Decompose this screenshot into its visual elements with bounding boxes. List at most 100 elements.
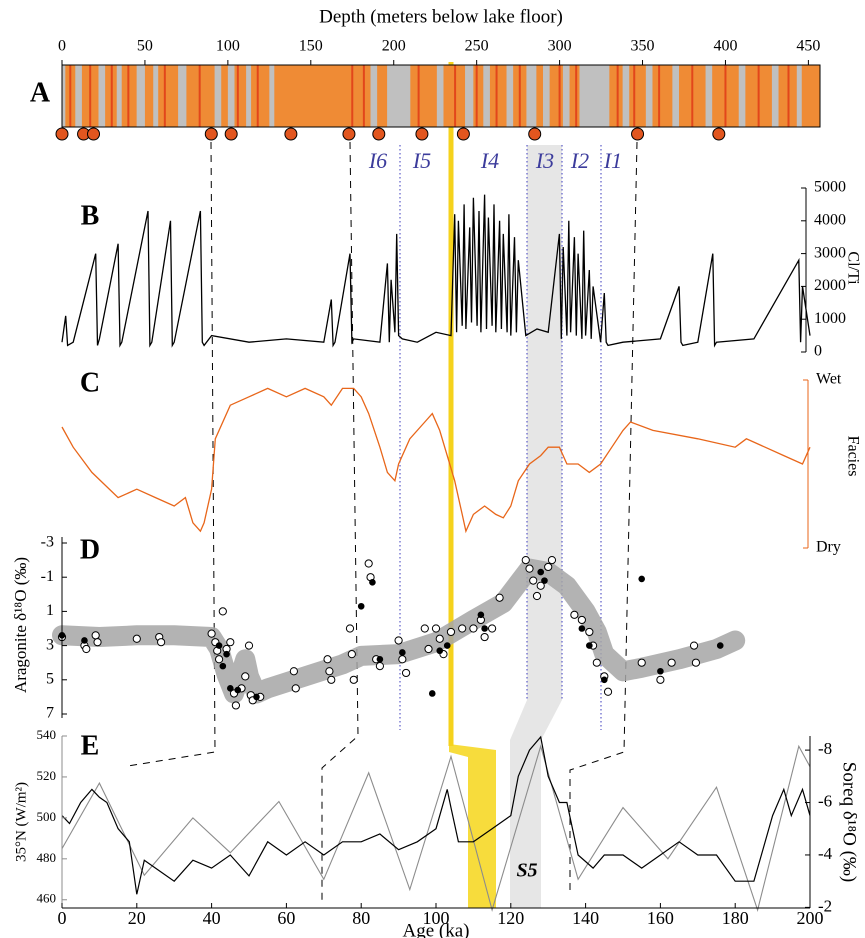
x-tick-label: 450	[796, 38, 820, 55]
point	[656, 675, 665, 684]
point	[667, 658, 676, 667]
x-tick-label: 100	[423, 908, 450, 928]
point	[420, 624, 429, 633]
y-tick-label: -3	[41, 534, 54, 551]
point	[364, 559, 373, 568]
x-tick-label: 150	[299, 38, 323, 55]
point	[657, 667, 664, 675]
sample	[342, 127, 356, 141]
point	[424, 644, 433, 654]
x-tick-label: 400	[713, 38, 737, 55]
gray-interval	[153, 65, 159, 127]
x-tick-label: 0	[58, 908, 67, 928]
interval-label: I1	[603, 148, 622, 173]
y-axis-title: Facies	[844, 436, 861, 477]
point	[157, 638, 166, 647]
data-line	[61, 387, 811, 534]
gray-interval	[246, 65, 252, 127]
point	[398, 655, 407, 664]
point	[215, 642, 223, 649]
data-line	[61, 194, 811, 348]
y-tick-label: 3	[46, 636, 54, 653]
y2-tick-label: -4	[818, 844, 833, 863]
data-line	[61, 735, 811, 895]
y2-tick-label: -8	[818, 739, 832, 758]
x-tick-label: 40	[203, 908, 221, 928]
point	[349, 675, 358, 684]
gray-interval	[75, 65, 82, 127]
point	[446, 627, 456, 637]
y-axis-title: 35°N (W/m²)	[13, 782, 29, 862]
sample	[631, 127, 645, 141]
point	[435, 634, 444, 643]
gray-interval	[136, 65, 145, 127]
point	[253, 693, 260, 701]
point	[577, 615, 586, 625]
gray-interval	[506, 65, 514, 127]
gray-interval	[672, 65, 680, 127]
x-tick-label: 250	[465, 38, 489, 55]
gray-interval	[645, 65, 653, 127]
y-tick-label: 1000	[814, 310, 846, 327]
y-tick-label: 540	[37, 727, 57, 742]
point	[637, 658, 646, 667]
sample	[456, 127, 470, 141]
point	[376, 655, 384, 663]
gray-interval	[771, 65, 779, 127]
gray-interval	[116, 65, 122, 127]
y-tick-label: 5000	[814, 179, 846, 196]
x-tick-label: 50	[137, 38, 153, 55]
point	[443, 642, 451, 649]
point	[532, 591, 542, 601]
interval-boundaries	[399, 145, 602, 730]
gray-interval	[796, 65, 802, 127]
sample	[528, 127, 542, 141]
point	[375, 662, 384, 671]
panel-letter: D	[80, 534, 100, 565]
point	[436, 647, 444, 655]
tie-line	[127, 141, 216, 767]
x-tick-label: 120	[497, 908, 524, 928]
y-tick-label: 4000	[814, 211, 846, 228]
data-line	[61, 744, 811, 913]
point	[716, 642, 724, 649]
point	[525, 564, 534, 573]
y2-axis-title: Soreq δ¹⁸O (‰)	[839, 762, 860, 882]
gray-interval	[227, 65, 235, 127]
gray-interval	[214, 65, 222, 127]
gray-interval	[705, 65, 713, 127]
sample	[712, 127, 726, 141]
point	[537, 568, 545, 576]
point	[93, 638, 102, 647]
point	[218, 607, 227, 616]
y-tick-label: 520	[37, 768, 57, 783]
x-tick-label: 60	[277, 908, 295, 928]
point	[691, 658, 701, 667]
point	[458, 624, 467, 633]
point	[586, 642, 593, 649]
point	[345, 624, 355, 633]
x-tick-label: 160	[647, 908, 674, 928]
point	[327, 675, 336, 684]
point	[291, 684, 300, 693]
gray-interval	[98, 65, 106, 127]
panel-letter: B	[81, 200, 100, 231]
x-tick-label: 140	[572, 908, 599, 928]
x-axis-title: Age (ka)	[403, 920, 470, 938]
point	[289, 667, 298, 676]
x-tick-label: 20	[128, 908, 146, 928]
sample	[415, 127, 429, 141]
point	[91, 631, 100, 640]
point	[369, 579, 376, 586]
point	[529, 576, 538, 585]
gray-interval	[562, 65, 570, 127]
trend-band	[52, 558, 746, 704]
tie-line	[569, 141, 638, 892]
gray-interval	[483, 65, 490, 127]
point	[585, 627, 594, 637]
point	[601, 676, 608, 684]
y-tick-label: 1	[46, 602, 54, 619]
y-tick-label: 500	[37, 809, 57, 824]
gray-interval	[178, 65, 187, 127]
